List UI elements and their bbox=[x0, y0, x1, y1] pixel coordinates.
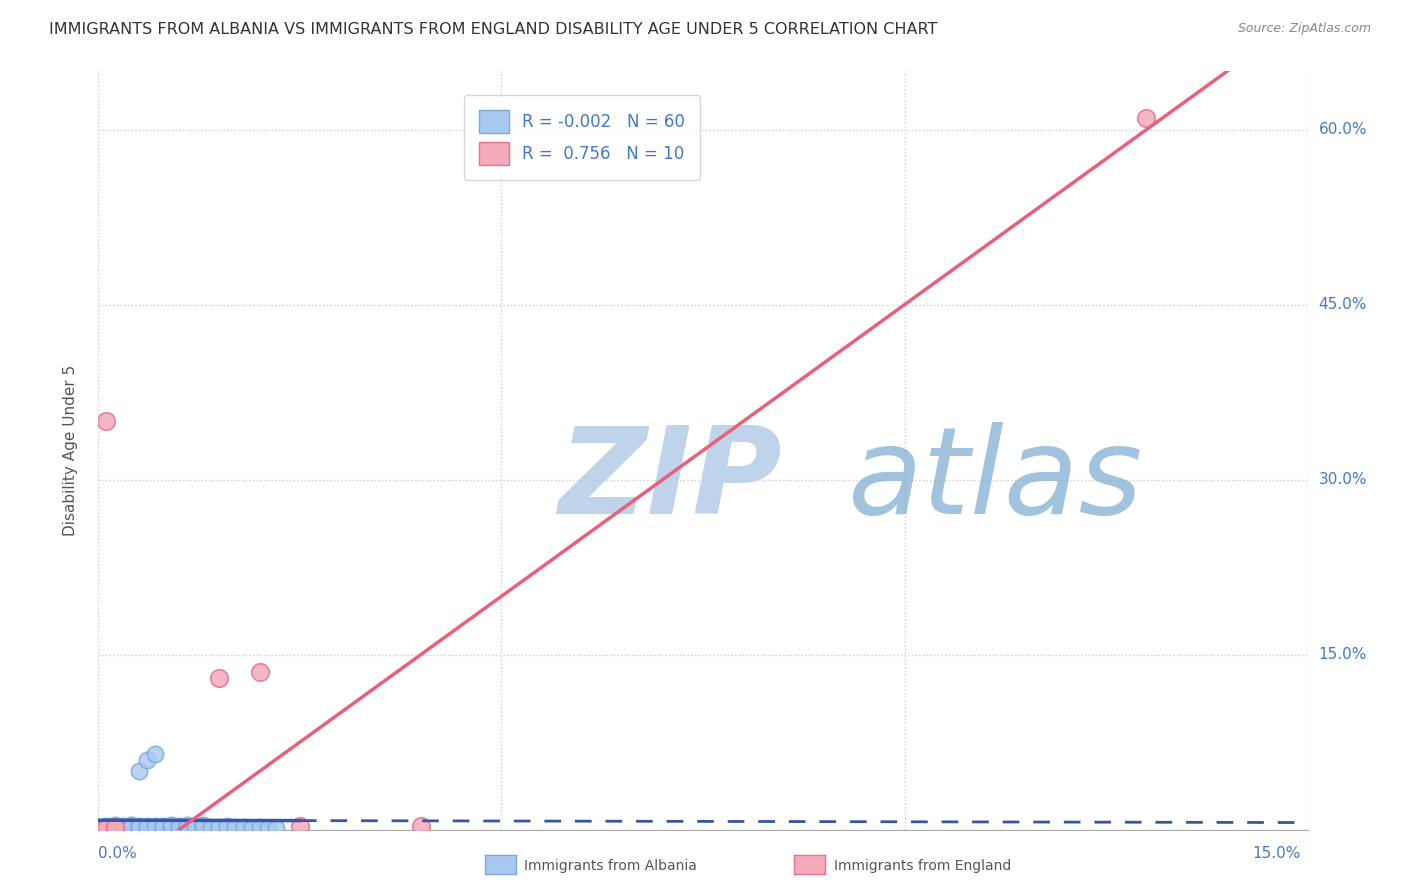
Point bbox=[96, 822, 118, 836]
Point bbox=[167, 819, 190, 833]
Point bbox=[103, 822, 125, 836]
Point bbox=[120, 818, 142, 832]
Point bbox=[224, 820, 246, 834]
Point bbox=[103, 822, 125, 836]
Point bbox=[96, 822, 118, 837]
Point bbox=[143, 747, 166, 761]
Point bbox=[135, 820, 157, 834]
Point bbox=[111, 820, 134, 834]
Point bbox=[96, 822, 118, 837]
Text: 45.0%: 45.0% bbox=[1319, 297, 1367, 312]
Text: 30.0%: 30.0% bbox=[1319, 472, 1367, 487]
Point bbox=[111, 820, 134, 834]
Point bbox=[135, 819, 157, 833]
Point bbox=[103, 822, 125, 837]
Point bbox=[103, 822, 125, 836]
Point bbox=[128, 820, 150, 834]
Point bbox=[249, 820, 271, 834]
Point bbox=[120, 819, 142, 833]
Point bbox=[96, 414, 118, 428]
Point bbox=[103, 820, 125, 834]
Point bbox=[96, 822, 118, 837]
Text: 15.0%: 15.0% bbox=[1253, 847, 1301, 861]
Point bbox=[96, 822, 118, 837]
Text: Source: ZipAtlas.com: Source: ZipAtlas.com bbox=[1237, 22, 1371, 36]
Point bbox=[120, 822, 142, 836]
Text: Immigrants from England: Immigrants from England bbox=[834, 859, 1011, 873]
Point bbox=[103, 822, 125, 836]
Point bbox=[152, 820, 174, 834]
Text: 0.0%: 0.0% bbox=[98, 847, 138, 861]
Point bbox=[96, 822, 118, 836]
Point bbox=[409, 819, 432, 833]
Point bbox=[176, 818, 198, 832]
Text: 60.0%: 60.0% bbox=[1319, 122, 1367, 137]
Point bbox=[103, 818, 125, 832]
Point bbox=[96, 822, 118, 836]
Point bbox=[288, 819, 311, 833]
Point bbox=[143, 819, 166, 833]
Point bbox=[103, 820, 125, 834]
Point bbox=[96, 822, 118, 837]
Text: IMMIGRANTS FROM ALBANIA VS IMMIGRANTS FROM ENGLAND DISABILITY AGE UNDER 5 CORREL: IMMIGRANTS FROM ALBANIA VS IMMIGRANTS FR… bbox=[49, 22, 938, 37]
Point bbox=[193, 818, 215, 832]
Legend: R = -0.002   N = 60, R =  0.756   N = 10: R = -0.002 N = 60, R = 0.756 N = 10 bbox=[464, 95, 700, 180]
Point bbox=[103, 819, 125, 833]
Point bbox=[217, 819, 239, 833]
Point bbox=[111, 822, 134, 837]
Point bbox=[96, 819, 118, 833]
Point bbox=[264, 822, 287, 836]
Point bbox=[120, 820, 142, 834]
Point bbox=[208, 671, 231, 685]
Point bbox=[103, 820, 125, 834]
Point bbox=[160, 820, 183, 834]
Point bbox=[96, 822, 118, 837]
Point bbox=[232, 820, 254, 834]
Point bbox=[167, 820, 190, 834]
Point bbox=[160, 818, 183, 832]
Point bbox=[193, 819, 215, 833]
Point bbox=[135, 753, 157, 767]
Point bbox=[96, 822, 118, 836]
Text: atlas: atlas bbox=[848, 422, 1143, 540]
Point bbox=[152, 819, 174, 833]
Point bbox=[103, 822, 125, 837]
Point bbox=[103, 822, 125, 837]
Text: Immigrants from Albania: Immigrants from Albania bbox=[524, 859, 697, 873]
Y-axis label: Disability Age Under 5: Disability Age Under 5 bbox=[63, 365, 77, 536]
Point bbox=[128, 764, 150, 779]
Point bbox=[256, 822, 278, 836]
Point bbox=[200, 820, 222, 834]
Text: ZIP: ZIP bbox=[558, 422, 782, 540]
Point bbox=[176, 820, 198, 834]
Point bbox=[111, 822, 134, 836]
Point bbox=[128, 822, 150, 836]
Point bbox=[128, 819, 150, 833]
Point bbox=[96, 820, 118, 834]
Point bbox=[103, 822, 125, 837]
Text: 15.0%: 15.0% bbox=[1319, 647, 1367, 662]
Point bbox=[208, 820, 231, 834]
Point bbox=[240, 822, 263, 836]
Point bbox=[111, 819, 134, 833]
Point bbox=[184, 820, 207, 834]
Point bbox=[96, 822, 118, 837]
Point bbox=[249, 665, 271, 679]
Point bbox=[1135, 111, 1157, 125]
